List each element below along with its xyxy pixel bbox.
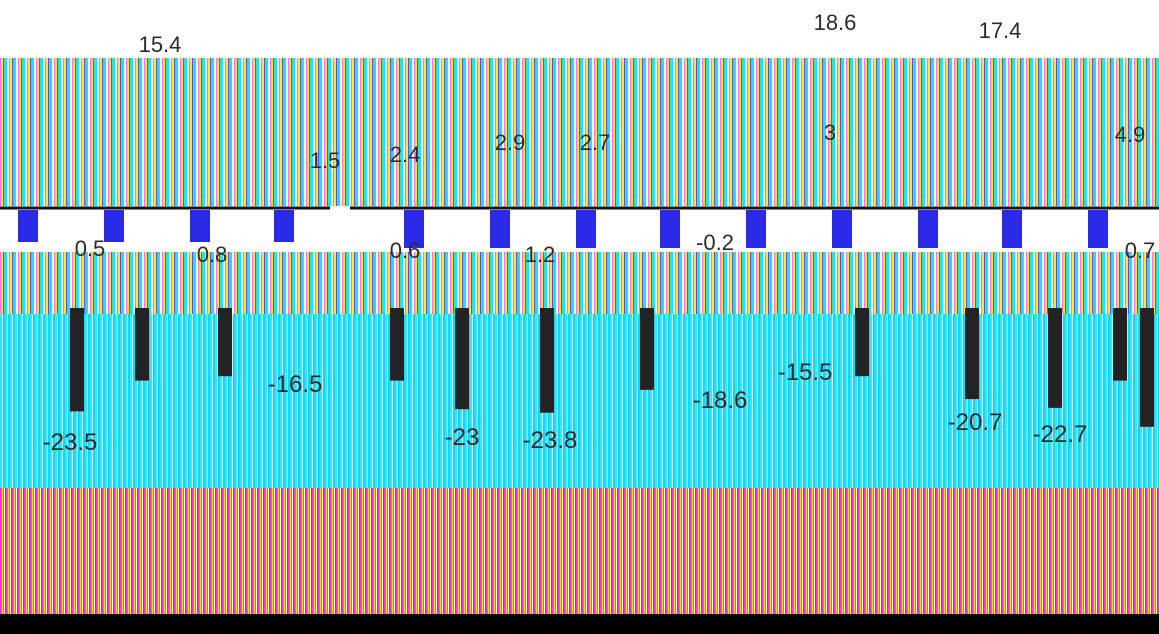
row2-data-label: 2.4 (390, 142, 421, 167)
top-value-label: 17.4 (979, 18, 1022, 43)
blue-bar (918, 210, 938, 248)
negative-data-label: -23.5 (43, 429, 98, 456)
blue-bar (274, 210, 294, 242)
dark-bar (1140, 308, 1154, 427)
top-value-label: 18.6 (814, 10, 857, 35)
static-band (0, 488, 1159, 614)
blue-bar (660, 210, 680, 248)
dark-bar (1048, 308, 1062, 408)
negative-data-label: -22.7 (1033, 421, 1088, 448)
black-footer-band (0, 614, 1159, 634)
dark-bar (70, 308, 84, 412)
blue-bar (832, 210, 852, 248)
dark-bar (455, 308, 469, 410)
blue-bar (1002, 210, 1022, 248)
dark-bar (640, 308, 654, 390)
dark-bar (135, 308, 149, 381)
top-value-label: 15.4 (139, 32, 182, 57)
negative-value-labels: -23.5 -16.5 -23 -23.8 -18.6 -15.5 -20.7 -22.7 (43, 359, 1088, 456)
blue-bar (490, 210, 510, 248)
dark-bars (70, 308, 1154, 427)
dark-bar (390, 308, 404, 381)
row3-data-label: 0.7 (1125, 238, 1156, 263)
row3-data-label: 0.8 (197, 242, 228, 267)
negative-data-label: -20.7 (948, 409, 1003, 436)
negative-data-label: -18.6 (693, 387, 748, 414)
noise-band-top (0, 58, 1159, 206)
blue-bar (190, 210, 210, 242)
row3-data-label: 0.6 (390, 238, 421, 263)
row3-data-label: -0.2 (696, 230, 734, 255)
top-value-labels: 15.4 18.6 17.4 (139, 10, 1022, 57)
blue-bar (18, 210, 38, 242)
dark-bar (540, 308, 554, 413)
dark-bar (1113, 308, 1127, 381)
row3-data-label: 1.2 (525, 242, 556, 267)
row3-data-label: 0.5 (75, 236, 106, 261)
blue-bar (1088, 210, 1108, 248)
row2-data-label: 1.5 (310, 148, 341, 173)
dark-bar (855, 308, 869, 377)
row2-data-label: 4.9 (1115, 122, 1146, 147)
dark-bar (218, 308, 232, 377)
blue-bar (576, 210, 596, 248)
blue-bar (404, 210, 424, 248)
blue-bar (746, 210, 766, 248)
dark-bar (965, 308, 979, 400)
negative-data-label: -23 (445, 424, 480, 451)
row3-labels: 0.5 0.8 0.6 1.2 -0.2 0.7 (75, 230, 1156, 267)
noise-band-mid (0, 252, 1159, 314)
negative-data-label: -23.8 (523, 427, 578, 454)
blue-bars (18, 210, 1108, 248)
row2-data-label: 3 (824, 120, 836, 145)
row2-data-label: 2.9 (495, 130, 526, 155)
row2-labels: 1.5 2.4 2.9 2.7 3 4.9 (310, 120, 1146, 173)
row2-data-label: 2.7 (580, 130, 611, 155)
negative-data-label: -15.5 (778, 359, 833, 386)
negative-data-label: -16.5 (268, 371, 323, 398)
blue-bar (104, 210, 124, 242)
